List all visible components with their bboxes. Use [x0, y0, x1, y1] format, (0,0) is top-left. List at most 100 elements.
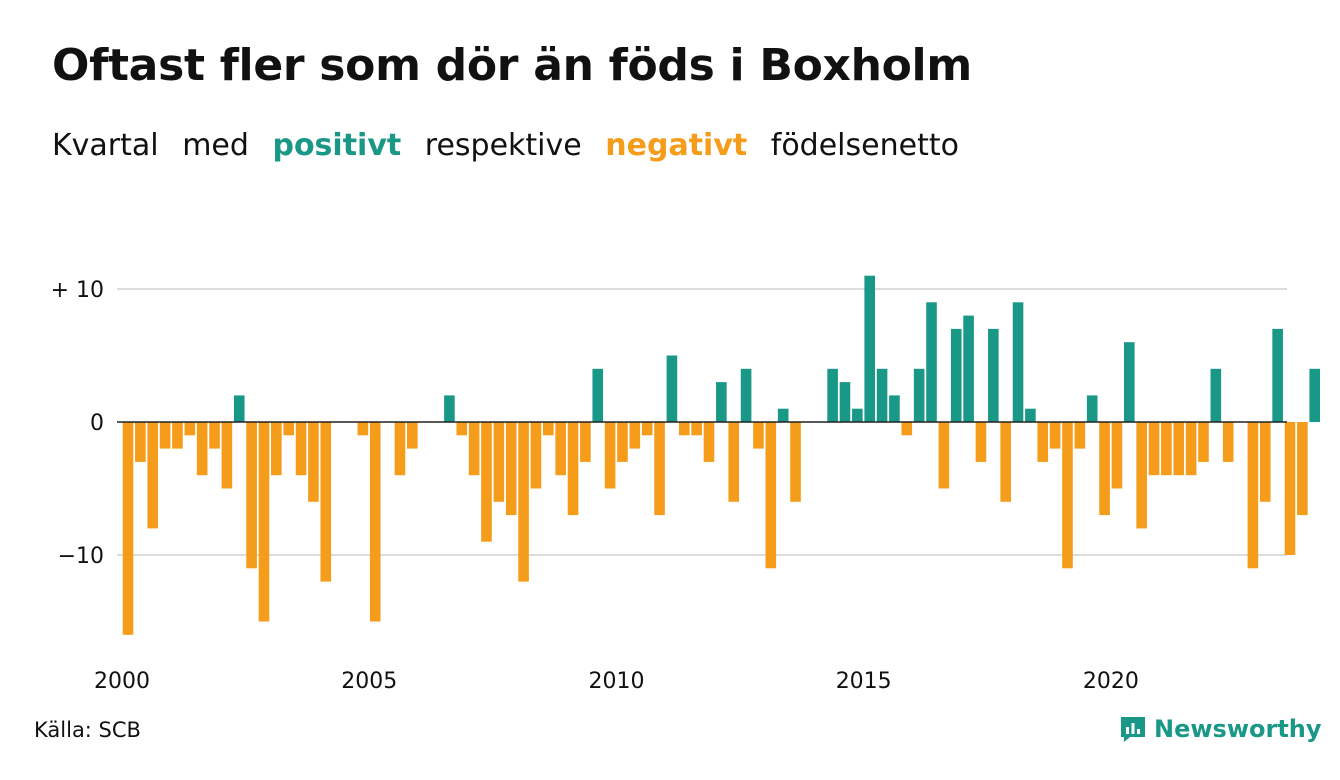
subtitle-word-med: med: [182, 128, 249, 163]
data-bar: [456, 422, 468, 436]
data-bar: [233, 395, 245, 422]
data-bar: [678, 422, 690, 436]
chart-subtitle: Kvartal med positivt respektive negativt…: [52, 128, 973, 163]
data-bar: [938, 422, 950, 489]
data-bar: [258, 422, 270, 622]
data-bar: [172, 422, 183, 449]
data-bar: [988, 328, 999, 422]
data-bar: [716, 382, 727, 422]
brand-name: Newsworthy: [1154, 715, 1322, 743]
x-tick-label: 2015: [836, 669, 892, 694]
data-bar: [1210, 368, 1222, 422]
x-tick-label: 2005: [341, 669, 397, 694]
data-bar: [654, 422, 665, 516]
data-bar: [864, 275, 876, 422]
data-bar: [271, 422, 282, 476]
data-bar: [827, 368, 838, 422]
data-bar: [1049, 422, 1061, 449]
x-tick-label: 2010: [588, 669, 644, 694]
data-bar: [790, 422, 801, 502]
data-bar: [1148, 422, 1160, 476]
data-bar: [889, 395, 900, 422]
data-bar: [617, 422, 628, 462]
y-tick-label: + 10: [51, 278, 104, 303]
x-tick-label: 2000: [94, 669, 150, 694]
x-tick-label: 2020: [1083, 669, 1139, 694]
data-bar: [641, 422, 653, 436]
data-bar: [691, 422, 702, 436]
data-bar: [481, 422, 492, 542]
data-bar: [1074, 422, 1086, 449]
data-bar: [209, 422, 220, 449]
data-bar: [1272, 328, 1283, 422]
y-tick-label: −10: [58, 544, 104, 569]
data-bar: [1136, 422, 1147, 529]
newsworthy-logo-icon: [1121, 717, 1145, 742]
data-bar: [295, 422, 307, 476]
data-bar: [246, 422, 257, 569]
data-bar: [357, 422, 369, 436]
subtitle-word-respektive: respektive: [424, 128, 582, 163]
data-bar: [1284, 422, 1296, 555]
data-bar: [542, 422, 554, 436]
data-bar: [592, 368, 604, 422]
data-bar: [320, 422, 332, 582]
data-bar: [703, 422, 715, 462]
data-bar: [444, 395, 455, 422]
data-bar: [1012, 302, 1024, 422]
subtitle-word-kvartal: Kvartal: [52, 128, 159, 163]
data-bar: [1185, 422, 1197, 476]
data-bar: [753, 422, 764, 449]
data-bar: [283, 422, 295, 436]
subtitle-word-fodelsenetto: födelsenetto: [770, 128, 959, 163]
subtitle-negative-label: negativt: [605, 128, 748, 163]
data-bar: [369, 422, 381, 622]
data-bar: [1025, 408, 1036, 422]
chart-title: Oftast fler som dör än föds i Boxholm: [52, 40, 972, 91]
data-bar: [740, 368, 752, 422]
brand-logo: Newsworthy: [1118, 714, 1322, 744]
data-bar: [147, 422, 159, 529]
data-bar: [184, 422, 196, 436]
data-bar: [407, 422, 418, 449]
data-bar: [1086, 395, 1098, 422]
data-bar: [308, 422, 319, 502]
data-bar: [394, 422, 406, 476]
data-bar: [468, 422, 480, 476]
data-bar: [1062, 422, 1073, 569]
data-bar: [1111, 422, 1123, 489]
data-bar: [950, 328, 962, 422]
data-bar: [604, 422, 616, 489]
data-bar: [159, 422, 171, 449]
data-bar: [1309, 368, 1321, 422]
data-bar: [1222, 422, 1234, 462]
data-bar: [530, 422, 542, 489]
data-bar: [1173, 422, 1185, 476]
data-bar: [135, 422, 146, 462]
data-bar: [926, 302, 937, 422]
data-bar: [555, 422, 566, 476]
data-bar: [728, 422, 740, 502]
data-bar: [1297, 422, 1308, 516]
data-bar: [1037, 422, 1049, 462]
data-bar: [666, 355, 678, 422]
subtitle-positive-label: positivt: [272, 128, 402, 163]
data-bar: [876, 368, 888, 422]
data-bar: [901, 422, 913, 436]
data-bar: [518, 422, 529, 582]
data-bar: [493, 422, 505, 502]
data-bar: [963, 315, 974, 422]
data-bar: [1123, 342, 1135, 422]
data-bar: [777, 408, 789, 422]
data-bar: [580, 422, 591, 462]
y-tick-label: 0: [90, 411, 104, 436]
data-bar: [1259, 422, 1271, 502]
data-bar: [1198, 422, 1209, 462]
data-bar: [221, 422, 233, 489]
source-note: Källa: SCB: [34, 718, 141, 742]
data-bar: [122, 422, 134, 635]
data-bar: [1000, 422, 1011, 502]
data-bar: [629, 422, 641, 449]
bar-chart: + 10 0 −10 2000 2005 2010 2015 2020: [51, 275, 1321, 694]
data-bar: [839, 382, 851, 422]
